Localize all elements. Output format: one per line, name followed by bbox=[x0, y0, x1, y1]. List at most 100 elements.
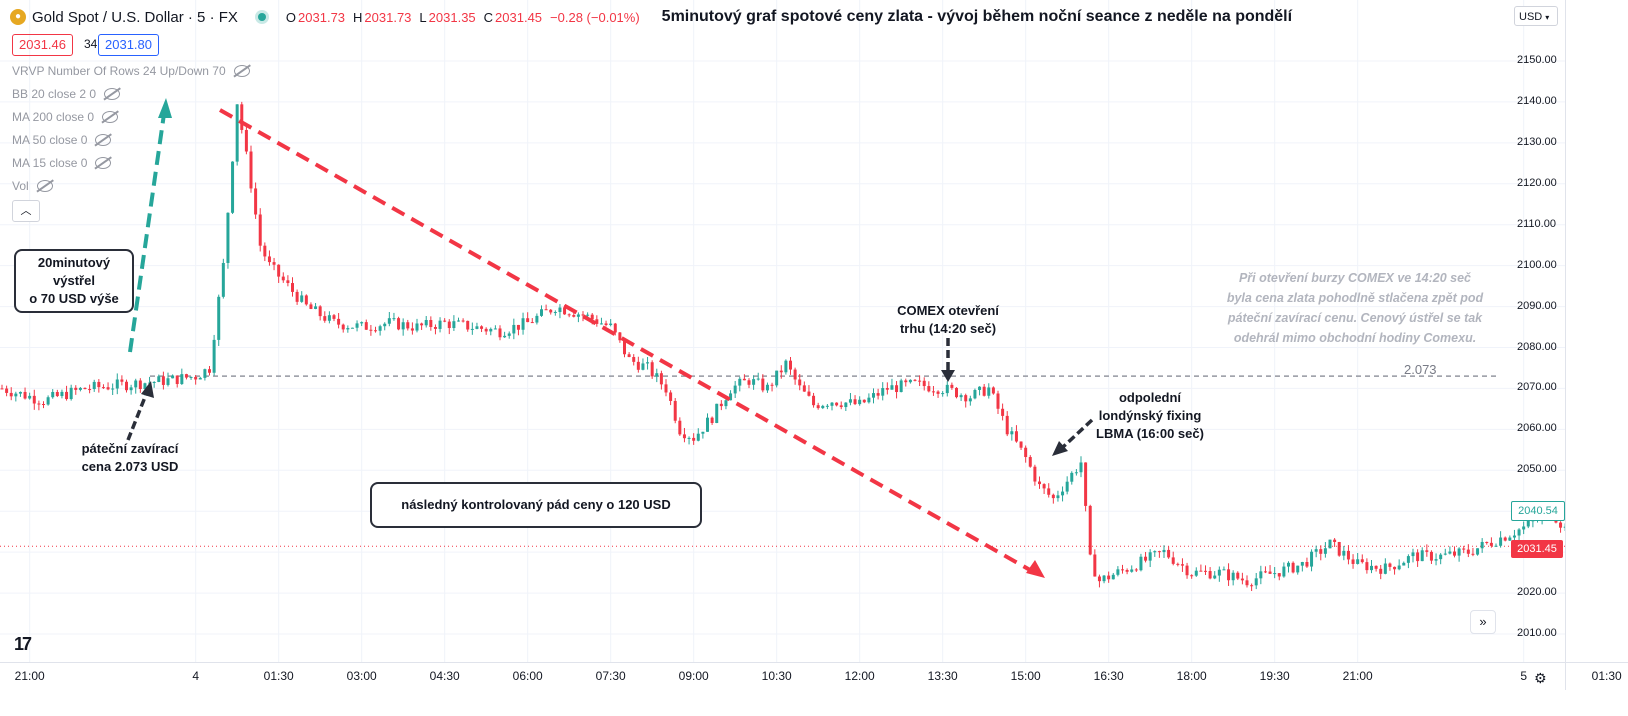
down-candle bbox=[563, 307, 567, 315]
ask-price-button[interactable]: 2031.80 bbox=[98, 34, 159, 56]
down-candle bbox=[1051, 494, 1055, 499]
down-candle bbox=[931, 391, 935, 393]
currency-button[interactable]: USD ▾ bbox=[1514, 6, 1558, 26]
up-candle bbox=[1070, 472, 1074, 482]
down-candle bbox=[1453, 551, 1456, 556]
eye-hidden-icon[interactable] bbox=[36, 180, 53, 192]
low-label: L bbox=[419, 9, 427, 25]
indicator-bb[interactable]: BB 20 close 2 0 bbox=[12, 87, 121, 101]
up-candle bbox=[1499, 537, 1503, 546]
price-tick-label: 2120.00 bbox=[1517, 176, 1557, 189]
indicator-ma50[interactable]: MA 50 close 0 bbox=[12, 133, 112, 147]
down-candle bbox=[1305, 562, 1309, 567]
down-candle bbox=[1471, 553, 1475, 555]
down-candle bbox=[673, 400, 677, 421]
chart-area[interactable] bbox=[0, 0, 1565, 690]
eye-hidden-icon[interactable] bbox=[95, 134, 112, 146]
up-candle bbox=[392, 318, 396, 320]
up-candle bbox=[1282, 566, 1286, 577]
bid-price-button[interactable]: 2031.46 bbox=[12, 34, 73, 56]
symbol-name[interactable]: Gold Spot / U.S. Dollar · 5 · FX bbox=[32, 8, 238, 26]
down-candle bbox=[1005, 415, 1009, 435]
up-candle bbox=[1508, 537, 1512, 541]
up-candle bbox=[881, 388, 885, 396]
up-candle bbox=[535, 315, 539, 323]
down-candle bbox=[950, 384, 954, 388]
up-candle bbox=[1406, 556, 1410, 563]
time-tick-label: 4 bbox=[192, 669, 199, 683]
friday-close-note[interactable]: páteční zavírací cena 2.073 USD bbox=[81, 441, 179, 474]
down-candle bbox=[484, 328, 488, 332]
up-candle bbox=[46, 397, 50, 405]
down-candle bbox=[1190, 575, 1194, 577]
up-candle bbox=[609, 323, 613, 326]
down-candle bbox=[332, 315, 336, 319]
decline-note[interactable]: následný kontrolovaný pád ceny o 120 USD bbox=[370, 482, 702, 528]
up-candle bbox=[346, 328, 350, 330]
comex-explanation-note[interactable]: Při otevření burzy COMEX ve 14:20 seč by… bbox=[1226, 271, 1484, 345]
down-candle bbox=[161, 376, 165, 385]
time-tick-label: 06:00 bbox=[512, 669, 543, 683]
up-candle bbox=[696, 433, 700, 441]
collapse-indicators-button[interactable]: ︿ bbox=[12, 200, 40, 222]
up-candle bbox=[701, 431, 705, 434]
up-candle bbox=[1522, 526, 1526, 530]
up-candle bbox=[1139, 556, 1143, 571]
up-candle bbox=[415, 323, 419, 331]
fixing-note[interactable]: odpolední londýnský fixing LBMA (16:00 s… bbox=[1096, 390, 1204, 441]
spike-note[interactable]: 20minutový výstřel o 70 USD výše bbox=[14, 249, 134, 313]
down-candle bbox=[1236, 572, 1240, 579]
price-tick-label: 2060.00 bbox=[1517, 422, 1557, 435]
down-candle bbox=[913, 379, 917, 381]
down-candle bbox=[1374, 565, 1378, 569]
eye-hidden-icon[interactable] bbox=[233, 65, 250, 77]
eye-hidden-icon[interactable] bbox=[102, 111, 119, 123]
decline-trend-arrow bbox=[219, 108, 1031, 572]
price-chart[interactable] bbox=[0, 0, 1565, 690]
indicator-ma200[interactable]: MA 200 close 0 bbox=[12, 110, 119, 124]
indicator-vol[interactable]: Vol bbox=[12, 179, 53, 193]
down-candle bbox=[1559, 522, 1563, 528]
down-candle bbox=[623, 340, 626, 355]
eye-hidden-icon[interactable] bbox=[95, 157, 112, 169]
up-candle bbox=[203, 369, 207, 378]
price-tick-label: 2070.00 bbox=[1517, 381, 1557, 394]
down-candle bbox=[816, 405, 820, 409]
down-candle bbox=[991, 387, 995, 394]
up-candle bbox=[973, 389, 977, 399]
down-candle bbox=[659, 373, 663, 385]
down-candle bbox=[244, 129, 248, 152]
up-candle bbox=[475, 326, 479, 329]
last-price-label: 2031.45 bbox=[1511, 540, 1563, 558]
down-candle bbox=[839, 405, 843, 408]
time-tick-label: 19:30 bbox=[1259, 669, 1290, 683]
down-candle bbox=[664, 384, 668, 393]
up-candle bbox=[641, 363, 645, 370]
up-candle bbox=[1056, 495, 1060, 499]
up-candle bbox=[729, 393, 733, 401]
down-candle bbox=[544, 309, 548, 311]
price-axis[interactable] bbox=[1565, 0, 1628, 690]
down-candle bbox=[1360, 559, 1364, 563]
time-axis[interactable] bbox=[0, 662, 1628, 691]
up-candle bbox=[217, 296, 221, 340]
up-candle bbox=[189, 376, 193, 378]
down-candle bbox=[1167, 549, 1171, 558]
up-candle bbox=[756, 378, 760, 380]
up-candle bbox=[987, 387, 991, 396]
up-candle bbox=[1116, 569, 1120, 575]
down-candle bbox=[240, 104, 244, 130]
comex-note[interactable]: COMEX otevření trhu (14:20 seč) bbox=[897, 303, 999, 336]
down-candle bbox=[761, 378, 765, 391]
up-candle bbox=[784, 360, 788, 373]
down-candle bbox=[613, 323, 617, 333]
down-candle bbox=[1121, 569, 1124, 571]
down-candle bbox=[1038, 481, 1041, 485]
indicator-vrvp[interactable]: VRVP Number Of Rows 24 Up/Down 70 bbox=[12, 64, 250, 78]
scroll-to-realtime-button[interactable]: » bbox=[1470, 610, 1496, 634]
gear-icon[interactable]: ⚙ bbox=[1534, 670, 1547, 686]
up-candle bbox=[1222, 569, 1226, 571]
eye-hidden-icon[interactable] bbox=[104, 88, 121, 100]
indicator-ma15[interactable]: MA 15 close 0 bbox=[12, 156, 112, 170]
down-candle bbox=[636, 361, 640, 370]
